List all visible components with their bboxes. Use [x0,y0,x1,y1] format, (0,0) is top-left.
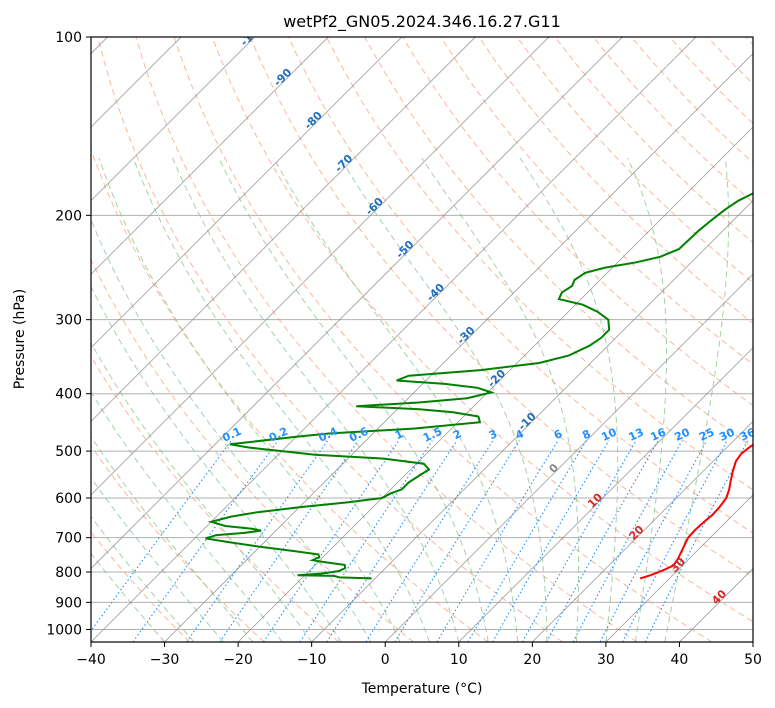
moist-adiabat [664,157,730,642]
moist-adiabat [98,157,401,642]
y-tick-label: 500 [55,444,82,460]
background-lines [91,37,753,642]
moist-adiabat [91,341,313,642]
y-tick-label: 900 [55,595,82,611]
moist-adiabat [421,157,580,642]
x-tick-label: −30 [150,652,180,668]
profile-lines [205,192,753,580]
x-tick-label: 10 [450,652,468,668]
mixing-ratio-label: 10 [599,425,619,443]
plot-background [91,37,753,642]
dry-adiabat [97,37,563,642]
y-tick-label: 600 [55,491,82,507]
x-axis: −40 −30 −20 −10 0 10 20 30 40 50 [76,642,762,668]
x-tick-label: 40 [671,652,689,668]
y-tick-label: 100 [55,30,82,46]
dry-adiabat [249,37,753,578]
mixing-ratio-line [365,440,494,642]
moist-adiabat [91,435,254,642]
isotherm-line [458,347,753,642]
moist-adiabat [91,476,224,642]
mixing-ratio-line [572,440,683,642]
mixing-ratio-line [132,440,279,642]
dry-adiabat [91,445,265,642]
moist-adiabat [273,157,519,642]
mixing-ratio-line [522,440,637,642]
isotherm-line [237,126,753,642]
isotherm-line [91,37,550,496]
mixing-ratio-line [644,440,749,642]
mixing-ratio-label: 20 [672,425,692,443]
isotherm-line [605,494,753,642]
mixing-ratio-label: 16 [648,425,668,443]
moist-adiabat [627,157,668,642]
mixing-ratio-line [467,440,587,642]
isotherm-line [91,37,476,422]
isotherm-line [91,37,255,202]
dry-adiabat [135,37,638,642]
mixing-ratio-line [394,440,520,642]
y-tick-label: 1000 [46,622,82,638]
isotherm-label: -100 [238,20,267,49]
dry-adiabat [91,258,414,642]
moist-adiabat [91,391,283,642]
dry-adiabat [326,37,753,491]
dry-adiabat [91,355,340,642]
dewpoint-profile-line [205,192,753,580]
mixing-ratio-line [299,440,433,642]
chart-title: wetPf2_GN05.2024.346.16.27.G11 [283,12,561,32]
dry-adiabat [173,37,713,642]
mixing-ratio-line [436,440,559,642]
mixing-ratio-line [263,440,400,642]
isotherm-line [91,37,697,642]
isotherm-line [91,37,623,570]
moist-adiabat [218,157,489,642]
x-axis-label: Temperature (°C) [361,681,483,697]
mixing-ratio-label: 13 [626,426,645,444]
mixing-ratio-label: 25 [697,426,716,444]
isotherm-line [164,52,753,642]
mixing-ratio-line [326,440,458,642]
y-axis: 1000 900 800 700 600 500 400 300 200 100 [46,30,91,638]
mixing-ratio-line [91,440,232,632]
y-tick-label: 800 [55,565,82,581]
moist-adiabat [91,218,371,642]
moist-adiabat [91,552,165,642]
isotherm-line [384,273,753,642]
moist-adiabat [132,157,430,642]
mixing-ratio-label: 30 [717,425,737,443]
x-tick-label: 50 [744,652,762,668]
isotherm-line [752,641,753,642]
x-tick-label: −20 [223,652,253,668]
moist-adiabat [519,157,619,642]
x-tick-label: 0 [381,652,390,668]
moist-adiabat [91,515,195,642]
moist-adiabat [339,157,548,642]
x-tick-label: −40 [76,652,106,668]
dry-adiabat [211,37,753,623]
temperature-profile-line [639,443,753,580]
x-tick-label: −10 [297,652,327,668]
mixing-ratio-label: 36 [738,425,758,443]
y-axis-label: Pressure (hPa) [12,289,28,389]
y-tick-label: 700 [55,531,82,547]
isotherm-line [311,200,753,642]
isotherm-line [91,37,403,349]
dry-adiabat [287,37,753,534]
isotherm-line [532,420,753,642]
mixing-ratio-line [546,440,659,642]
y-tick-label: 200 [55,208,82,224]
isotherm-line [91,37,329,275]
y-tick-label: 300 [55,313,82,329]
x-tick-label: 20 [523,652,541,668]
plot-frame [90,36,754,643]
y-tick-label: 400 [55,387,82,403]
moist-adiabat [172,157,460,642]
mixing-ratio-line [186,440,329,642]
mixing-ratio-line [219,440,359,642]
x-tick-label: 30 [597,652,615,668]
